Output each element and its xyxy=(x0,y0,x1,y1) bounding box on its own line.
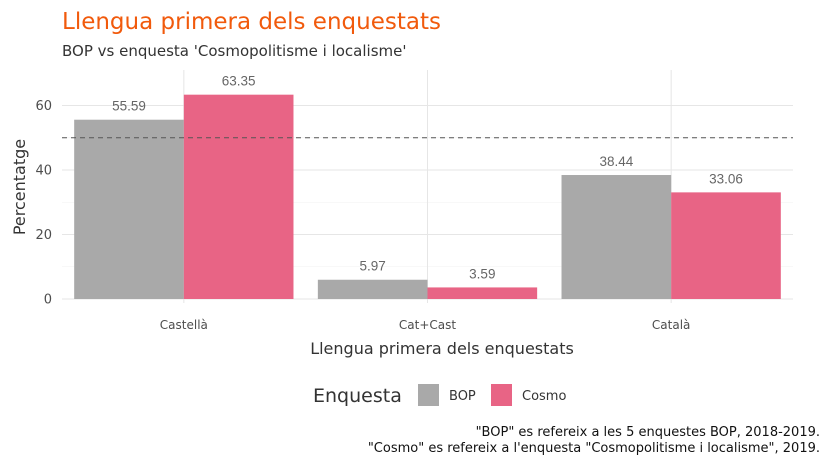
legend-key-bop xyxy=(418,384,439,406)
x-tick-label: Cat+Cast xyxy=(399,318,456,332)
bar-cosmo xyxy=(183,94,294,299)
caption-line: "Cosmo" es refereix a l'enquesta "Cosmop… xyxy=(368,441,820,456)
y-tick-label: 60 xyxy=(35,99,52,114)
legend-label: Cosmo xyxy=(522,389,566,404)
y-axis-ticks: 0 20 40 60 xyxy=(35,99,52,308)
legend: Enquesta BOP Cosmo xyxy=(313,384,566,407)
legend-key-cosmo xyxy=(491,384,512,406)
bar-cosmo xyxy=(427,287,538,299)
y-axis-title: Percentatge xyxy=(10,139,29,235)
x-tick-label: Castellà xyxy=(160,318,208,332)
x-tick-label: Català xyxy=(652,318,690,332)
x-axis-ticks: Castellà Cat+Cast Català xyxy=(160,318,691,332)
data-label: 38.44 xyxy=(599,154,633,169)
data-label: 5.97 xyxy=(360,259,386,274)
y-tick-label: 20 xyxy=(35,228,52,243)
y-tick-label: 40 xyxy=(35,163,52,178)
legend-label: BOP xyxy=(449,389,476,404)
bar-bop xyxy=(74,119,184,300)
caption-line: "BOP" es refereix a les 5 enquestes BOP,… xyxy=(476,425,820,440)
bars xyxy=(74,94,781,300)
legend-title: Enquesta xyxy=(313,385,402,407)
data-label: 63.35 xyxy=(222,74,256,89)
chart-subtitle: BOP vs enquesta 'Cosmopolitisme i locali… xyxy=(62,42,406,60)
x-axis-title: Llengua primera dels enquestats xyxy=(310,339,574,358)
bar-bop xyxy=(317,279,428,299)
bar-cosmo xyxy=(671,192,781,299)
bar-bop xyxy=(561,175,672,299)
data-label: 3.59 xyxy=(469,266,495,281)
chart-title: Llengua primera dels enquestats xyxy=(62,9,441,35)
data-label: 33.06 xyxy=(709,171,743,186)
caption: "BOP" es refereix a les 5 enquestes BOP,… xyxy=(368,425,820,456)
y-tick-label: 0 xyxy=(44,293,52,308)
data-label: 55.59 xyxy=(112,99,146,114)
data-labels: 55.59 63.35 5.97 3.59 38.44 33.06 xyxy=(112,74,743,282)
